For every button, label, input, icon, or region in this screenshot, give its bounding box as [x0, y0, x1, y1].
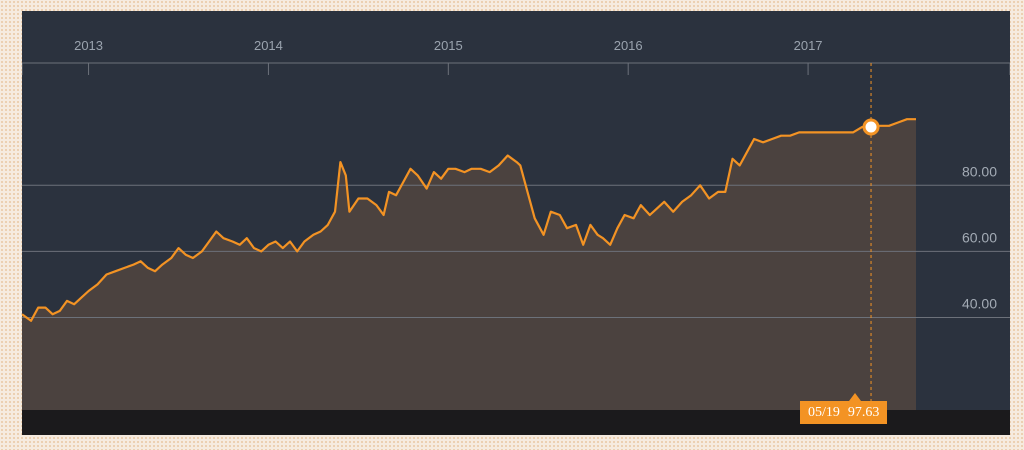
tooltip-date: 05/19 [808, 404, 840, 420]
y-axis-labels: 40.00 60.00 80.00 [22, 163, 1010, 318]
y-tick-label: 40.00 [962, 295, 997, 311]
x-axis: 2013 2014 2015 2016 2017 [22, 38, 1010, 75]
price-chart[interactable]: 2013 2014 2015 2016 2017 40.00 60.00 80.00 [22, 11, 1010, 435]
price-line[interactable] [22, 118, 916, 322]
x-tick-label: 2013 [74, 38, 103, 53]
tooltip-arrow [849, 393, 861, 401]
price-area [22, 119, 916, 410]
y-tick-label: 60.00 [962, 229, 997, 245]
x-tick-label: 2017 [794, 38, 823, 53]
x-tick-label: 2015 [434, 38, 463, 53]
chart-svg[interactable]: 2013 2014 2015 2016 2017 40.00 60.00 80.00 [22, 11, 1010, 435]
x-tick-label: 2014 [254, 38, 283, 53]
tooltip: 05/19 97.63 [800, 401, 888, 424]
tooltip-value: 97.63 [847, 404, 880, 420]
y-tick-label: 80.00 [962, 163, 997, 179]
hover-point[interactable] [862, 118, 880, 136]
x-tick-label: 2016 [614, 38, 643, 53]
